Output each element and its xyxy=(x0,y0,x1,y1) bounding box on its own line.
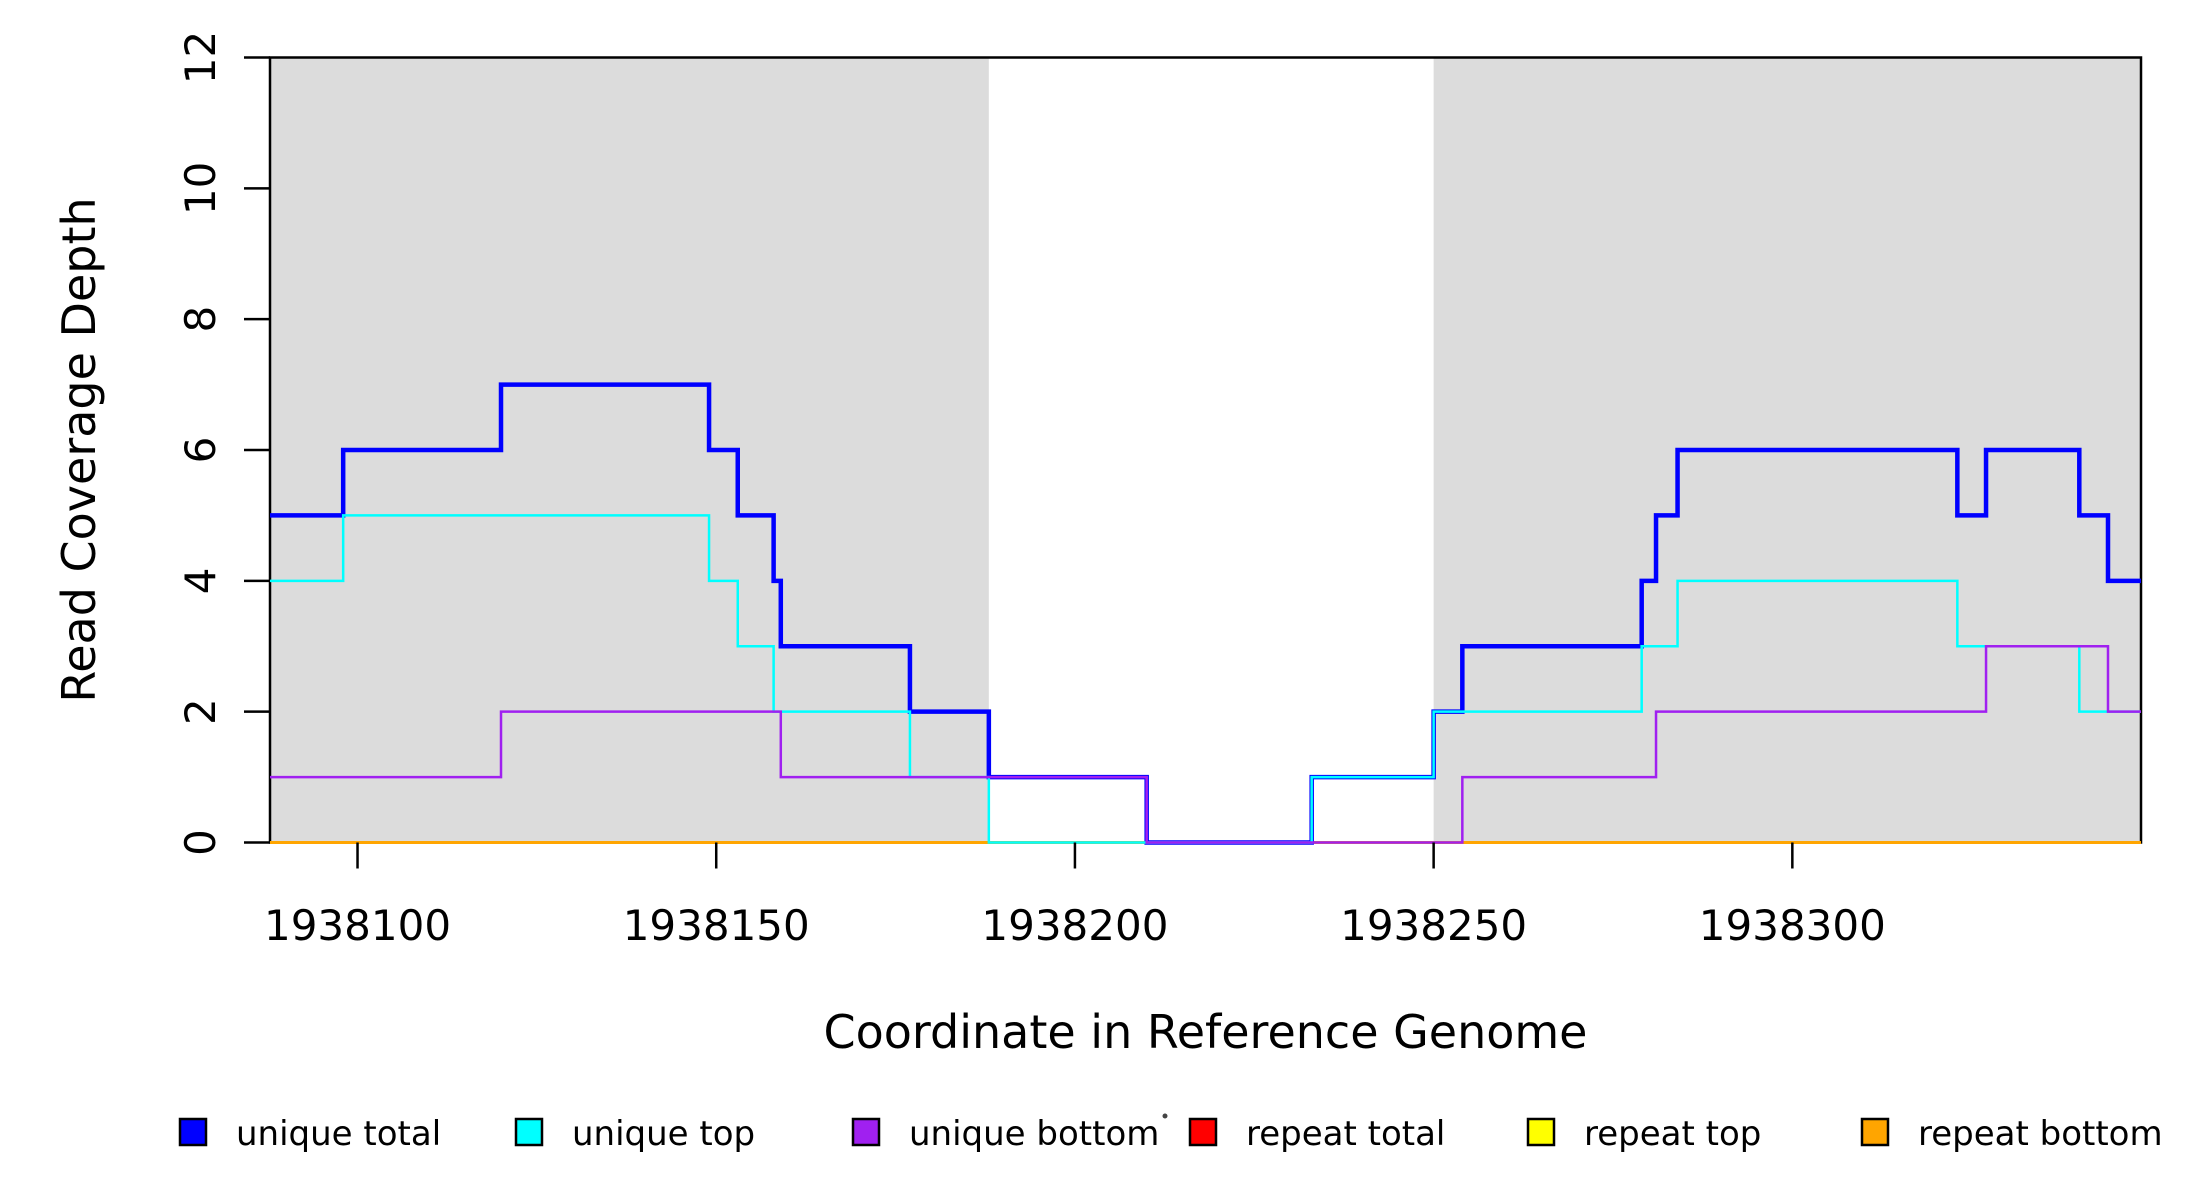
series-line-unique-bottom xyxy=(270,645,2141,844)
x-tick-label: 1938100 xyxy=(264,901,451,950)
y-tick-label: 4 xyxy=(176,567,225,594)
x-tick-label: 1938300 xyxy=(1699,901,1886,950)
legend-swatch-repeat-total xyxy=(1188,1117,1218,1147)
x-axis-title: Coordinate in Reference Genome xyxy=(824,1005,1588,1059)
y-tick-label: 12 xyxy=(176,31,225,84)
legend-swatch-unique-top xyxy=(514,1117,544,1147)
y-tick-label: 8 xyxy=(176,306,225,333)
legend-label-unique-bottom: unique bottom xyxy=(909,1114,1159,1154)
y-axis-title: Read Coverage Depth xyxy=(52,197,106,702)
legend-swatch-repeat-top xyxy=(1526,1117,1556,1147)
y-tick-label: 2 xyxy=(176,698,225,725)
x-tick-label: 1938150 xyxy=(623,901,810,950)
legend-swatch-unique-bottom xyxy=(851,1117,881,1147)
x-tick-label: 1938250 xyxy=(1340,901,1527,950)
y-tick-label: 0 xyxy=(176,829,225,856)
legend-label-unique-total: unique total xyxy=(236,1114,441,1154)
legend-separator-dot xyxy=(1162,1113,1168,1119)
y-tick-label: 10 xyxy=(176,162,225,215)
legend-label-unique-top: unique top xyxy=(572,1114,755,1154)
legend-label-repeat-top: repeat top xyxy=(1584,1114,1761,1154)
legend-swatch-repeat-bottom xyxy=(1860,1117,1890,1147)
legend-label-repeat-bottom: repeat bottom xyxy=(1918,1114,2163,1154)
legend-label-repeat-total: repeat total xyxy=(1246,1114,1445,1154)
legend-swatch-unique-total xyxy=(178,1117,208,1147)
x-tick-label: 1938200 xyxy=(981,901,1168,950)
y-tick-label: 6 xyxy=(176,437,225,464)
